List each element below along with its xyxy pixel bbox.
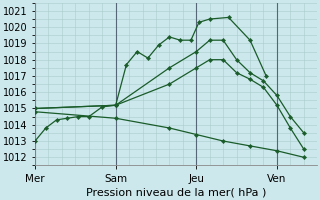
X-axis label: Pression niveau de la mer( hPa ): Pression niveau de la mer( hPa ) xyxy=(86,187,266,197)
